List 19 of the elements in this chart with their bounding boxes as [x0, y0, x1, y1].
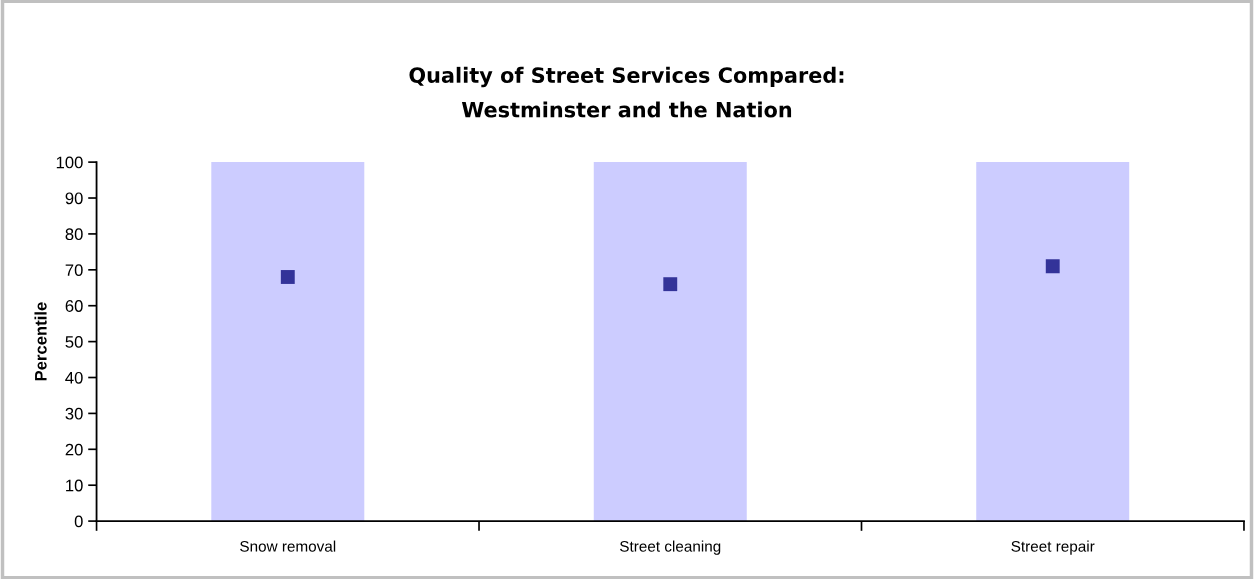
chart-title: Quality of Street Services Compared: Westminster and the Nation — [409, 66, 844, 118]
y-tick-label: 60 — [65, 300, 83, 312]
point — [663, 277, 678, 292]
y-tick-label: 0 — [74, 515, 83, 528]
y-tick-label: 70 — [65, 264, 83, 277]
point — [1045, 259, 1060, 274]
y-tick-label: 90 — [65, 192, 83, 205]
y-tick-label: 50 — [65, 336, 83, 348]
y-tick-label: 20 — [65, 443, 83, 456]
x-tick-label: Street cleaning — [620, 540, 721, 555]
y-tick-label: 10 — [66, 479, 83, 492]
point — [280, 270, 295, 284]
y-tick-label: 80 — [65, 228, 83, 241]
y-tick-label: 40 — [65, 371, 83, 384]
y-tick-label: 100 — [56, 156, 83, 169]
y-axis-title: Percentile — [34, 302, 47, 381]
x-tick-label: Snow removal — [240, 540, 336, 552]
y-tick-label: 30 — [65, 407, 83, 420]
x-tick-label: Street repair — [1011, 540, 1095, 555]
